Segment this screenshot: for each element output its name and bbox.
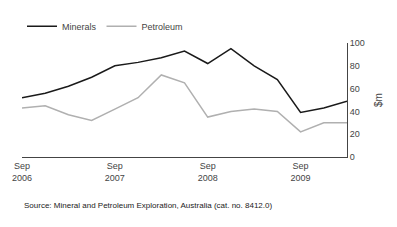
svg-text:Source: Mineral and Petroleum: Source: Mineral and Petroleum Exploratio… <box>24 201 272 210</box>
svg-text:100: 100 <box>350 38 365 48</box>
svg-text:40: 40 <box>350 107 360 117</box>
svg-text:Sep2006: Sep2006 <box>12 161 32 183</box>
svg-text:Sep2008: Sep2008 <box>198 161 218 183</box>
svg-text:Sep2009: Sep2009 <box>291 161 311 183</box>
svg-text:Sep2007: Sep2007 <box>105 161 125 183</box>
svg-text:60: 60 <box>350 84 360 94</box>
svg-text:80: 80 <box>350 61 360 71</box>
svg-text:Petroleum: Petroleum <box>142 22 183 32</box>
svg-text:20: 20 <box>350 129 360 139</box>
svg-text:$m: $m <box>373 93 384 107</box>
svg-text:Minerals: Minerals <box>62 22 97 32</box>
svg-text:0: 0 <box>350 152 355 162</box>
